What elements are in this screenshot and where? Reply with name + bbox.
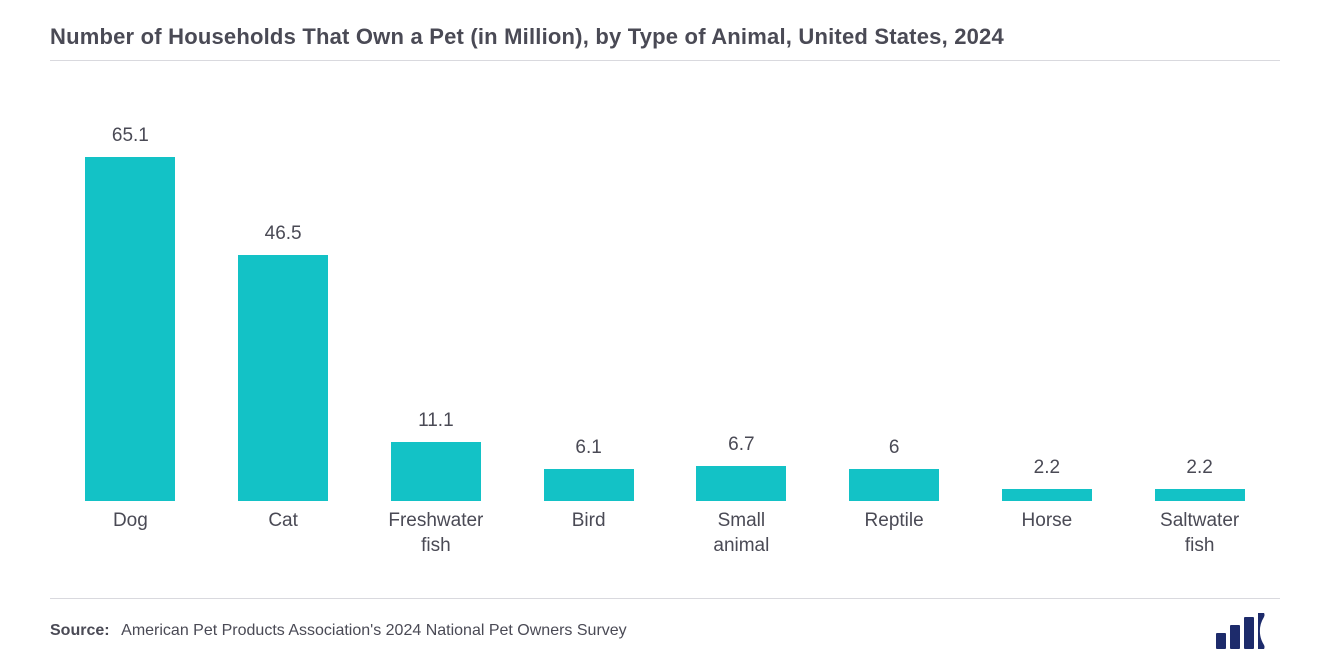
source-citation: Source: American Pet Products Associatio…: [50, 622, 627, 640]
x-axis-label: Smallanimal: [665, 509, 818, 558]
bar-value-label: 6.7: [728, 434, 754, 456]
x-axis-label: Cat: [207, 509, 360, 558]
bar: [238, 255, 328, 501]
bar: [696, 466, 786, 501]
x-axis-label: Bird: [512, 509, 665, 558]
bar-value-label: 6.1: [575, 437, 601, 459]
bar-value-label: 46.5: [265, 223, 302, 245]
bar-value-label: 2.2: [1186, 457, 1212, 479]
chart-card: Number of Households That Own a Pet (in …: [0, 0, 1320, 665]
bar-value-label: 11.1: [418, 410, 454, 432]
x-axis-label: Dog: [54, 509, 207, 558]
logo-bar: [1230, 625, 1240, 649]
bar-group: 2.2: [1123, 71, 1276, 501]
bar-group: 6: [818, 71, 971, 501]
chart-footer: Source: American Pet Products Associatio…: [50, 598, 1280, 649]
footer-row: Source: American Pet Products Associatio…: [50, 613, 1280, 649]
bar-value-label: 6: [889, 437, 900, 459]
bar-value-label: 65.1: [112, 125, 149, 147]
chart-plot-area: 65.1 46.5 11.1 6.1 6.7 6 2.2 2.2: [50, 71, 1280, 501]
bar-group: 46.5: [207, 71, 360, 501]
bar: [1002, 489, 1092, 501]
title-divider: [50, 60, 1280, 61]
bar-group: 6.7: [665, 71, 818, 501]
source-label: Source:: [50, 622, 110, 639]
x-axis-labels: DogCatFreshwaterfishBirdSmallanimalRepti…: [50, 501, 1280, 558]
logo-bar: [1216, 633, 1226, 649]
bar-group: 11.1: [360, 71, 513, 501]
x-axis-label: Reptile: [818, 509, 971, 558]
bar: [1155, 489, 1245, 501]
footer-divider: [50, 598, 1280, 599]
chart-title: Number of Households That Own a Pet (in …: [50, 24, 1280, 50]
bar: [849, 469, 939, 501]
source-text: American Pet Products Association's 2024…: [121, 622, 627, 639]
logo-arc-icon: [1258, 613, 1280, 649]
bar: [391, 442, 481, 501]
x-axis-label: Horse: [971, 509, 1124, 558]
brand-logo-icon: [1216, 613, 1280, 649]
x-axis-label: Freshwaterfish: [360, 509, 513, 558]
bar-group: 65.1: [54, 71, 207, 501]
bar-group: 6.1: [512, 71, 665, 501]
bar-group: 2.2: [971, 71, 1124, 501]
x-axis-label: Saltwaterfish: [1123, 509, 1276, 558]
logo-bar: [1244, 617, 1254, 649]
bar: [544, 469, 634, 501]
bar-value-label: 2.2: [1034, 457, 1060, 479]
bar: [85, 157, 175, 501]
